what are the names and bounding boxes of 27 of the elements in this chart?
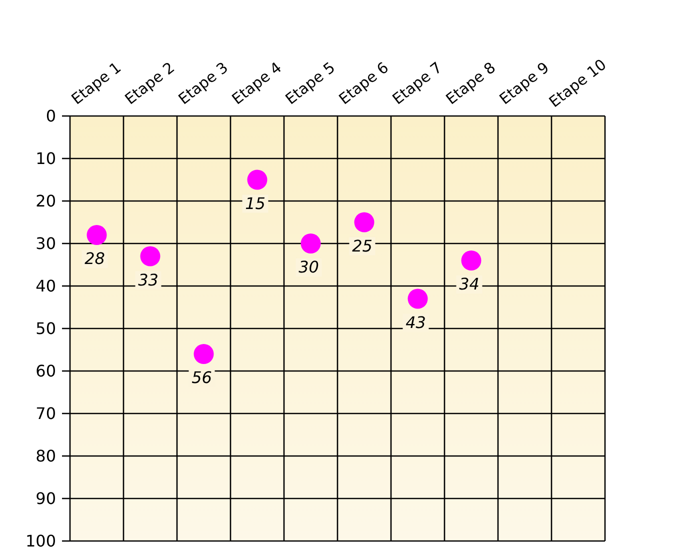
y-tick-label: 90 [36,489,56,508]
point [300,234,321,254]
y-tick-label: 70 [36,404,56,424]
point [140,246,160,266]
data-label: 56 [192,368,212,387]
y-tick-label: 60 [36,362,56,381]
data-label: 28 [84,249,105,268]
y-tick-label: 10 [36,149,56,168]
point [354,212,374,232]
data-label: 25 [352,236,372,256]
data-label: 34 [459,274,480,294]
data-label: 15 [245,194,266,213]
y-tick-label: 0 [46,106,56,126]
point [86,225,107,245]
y-tick-label: 20 [36,192,56,211]
y-tick-label: 30 [36,234,56,254]
point [247,170,268,190]
y-tick-label: 100 [25,532,56,551]
data-label: 30 [298,258,319,276]
point [194,344,214,364]
point [408,288,428,309]
data-label: 33 [138,270,158,290]
y-tick-label: 80 [36,446,56,466]
y-tick-label: 50 [36,319,56,338]
data-label: 43 [406,312,426,332]
point [461,250,482,270]
y-tick-label: 40 [36,276,56,296]
